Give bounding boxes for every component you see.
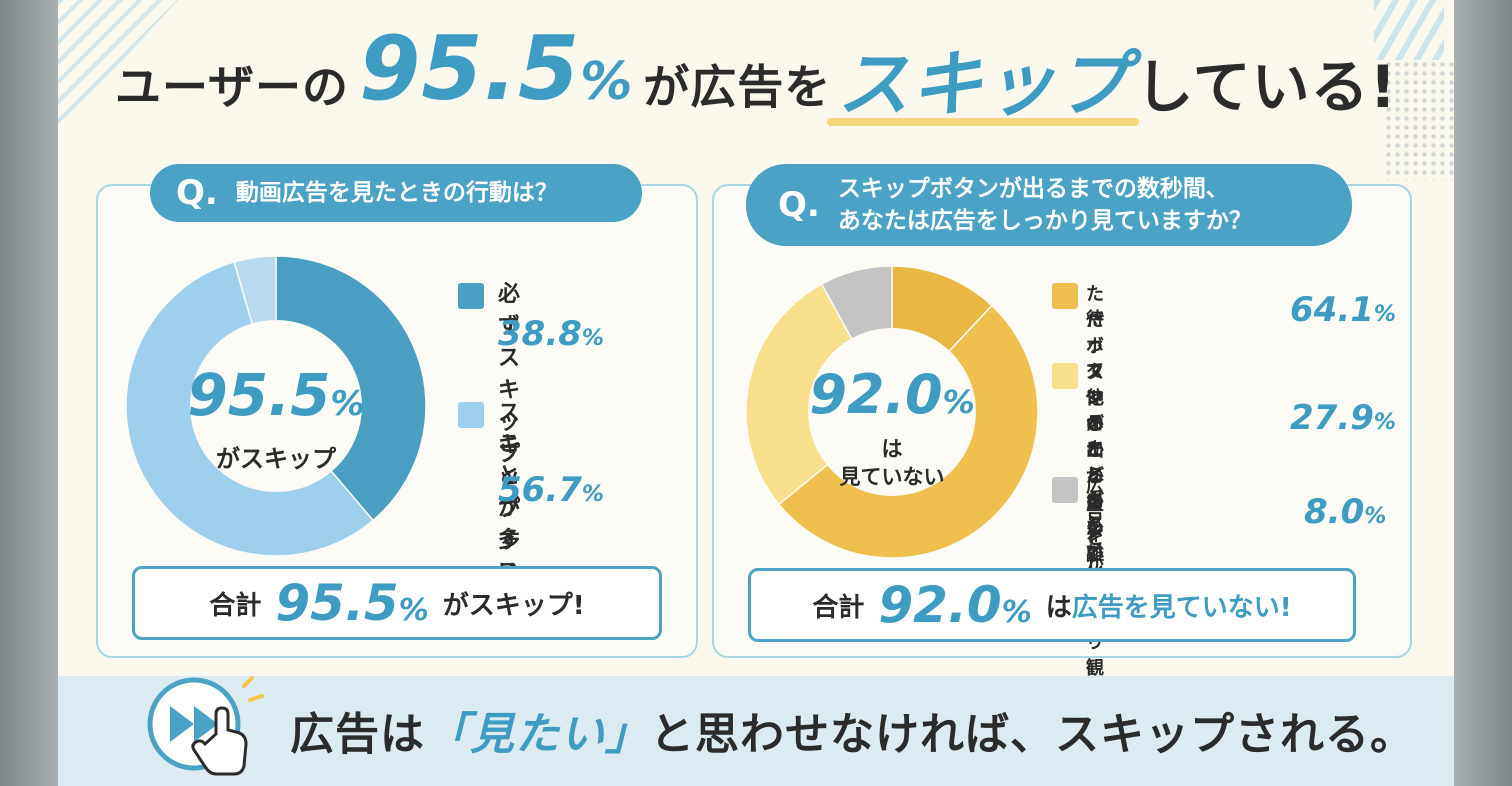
legend-value: 64.1% xyxy=(1290,290,1396,330)
left-q-mark: Q. xyxy=(176,173,218,213)
headline-suffix: している! xyxy=(1135,53,1398,121)
legend-swatch xyxy=(458,283,484,309)
legend-label: 待っていることが多い xyxy=(1086,309,1104,564)
legend-value: 8.0% xyxy=(1304,492,1387,532)
legend-label: 必ずスキップ xyxy=(498,282,521,467)
left-total-box: 合計 95.5% がスキップ! xyxy=(132,566,662,640)
left-question-pill: Q. 動画広告を見たときの行動は？ xyxy=(150,164,642,222)
total-rest: は広告を見ていない! xyxy=(1045,592,1292,623)
right-center-value: 92.0% xyxy=(809,363,975,426)
left-center-sub: がスキップ xyxy=(216,445,336,473)
right-question: スキップボタンが出るまでの数秒間、 あなたは広告をしっかり見ていますか？ xyxy=(838,173,1252,237)
legend-label: 他のことをしている xyxy=(1086,388,1104,617)
donut-hole xyxy=(190,320,362,492)
right-center-sub1: は xyxy=(881,437,903,461)
fast-forward-tap-icon xyxy=(147,676,264,776)
legend-value: 38.8% xyxy=(498,314,604,354)
infographic-sheet: ユーザーの 95.5% が広告を スキップ している! Q. 動画広告を見たとき… xyxy=(58,0,1454,786)
donut-hole xyxy=(808,328,976,496)
left-center-label: 95.5% がスキップ xyxy=(170,360,382,474)
legend-swatch xyxy=(458,402,484,428)
decorative-brush xyxy=(1374,0,1444,60)
headline-prefix: ユーザーの xyxy=(114,60,350,114)
right-q-mark: Q. xyxy=(778,185,820,225)
right-question-line1: スキップボタンが出るまでの数秒間、 xyxy=(837,176,1229,202)
left-donut-chart xyxy=(125,255,427,557)
footer-tagline: 広告は 「見たい」 と思わせなければ、スキップされる。 xyxy=(290,690,1415,770)
right-center-label: 92.0% は 見ていない xyxy=(802,362,982,491)
right-backdrop xyxy=(1454,0,1512,786)
total-value: 95.5% xyxy=(275,574,429,632)
tagline-quoted: 「見たい」 xyxy=(425,709,650,760)
legend-value: 56.7% xyxy=(498,470,604,510)
tagline-before: 広告は xyxy=(290,709,425,760)
footer-banner: 広告は 「見たい」 と思わせなければ、スキップされる。 xyxy=(58,676,1454,786)
legend-value: 27.9% xyxy=(1290,398,1396,438)
total-label: 合計 xyxy=(209,590,262,621)
headline-emphasis: スキップ xyxy=(827,36,1140,132)
total-rest: がスキップ! xyxy=(442,590,585,621)
headline: ユーザーの 95.5% が広告を スキップ している! xyxy=(58,17,1454,132)
left-backdrop xyxy=(0,0,58,786)
tagline-after: と思わせなければ、スキップされる。 xyxy=(650,709,1415,760)
decorative-dots xyxy=(1384,60,1454,180)
right-total-box: 合計 92.0% は広告を見ていない! xyxy=(748,568,1356,642)
headline-number: 95.5% xyxy=(359,17,634,120)
right-question-line2: あなたは広告をしっかり見ていますか？ xyxy=(837,208,1252,234)
legend-swatch xyxy=(1052,283,1078,309)
left-question: 動画広告を見たときの行動は？ xyxy=(235,180,558,206)
legend-swatch xyxy=(1052,477,1078,503)
right-center-sub2: 見ていない xyxy=(839,465,945,489)
right-donut-chart xyxy=(745,265,1039,559)
right-question-pill: Q. スキップボタンが出るまでの数秒間、 あなたは広告をしっかり見ていますか？ xyxy=(746,164,1352,246)
legend-swatch xyxy=(1052,363,1078,389)
total-value: 92.0% xyxy=(878,576,1032,634)
left-center-value: 95.5% xyxy=(187,361,365,429)
total-label: 合計 xyxy=(812,592,865,623)
legend-label: ことが多い xyxy=(1086,414,1104,539)
legend-label: ただボタンが出るのを xyxy=(1086,284,1104,539)
headline-middle: が広告を xyxy=(643,60,832,114)
